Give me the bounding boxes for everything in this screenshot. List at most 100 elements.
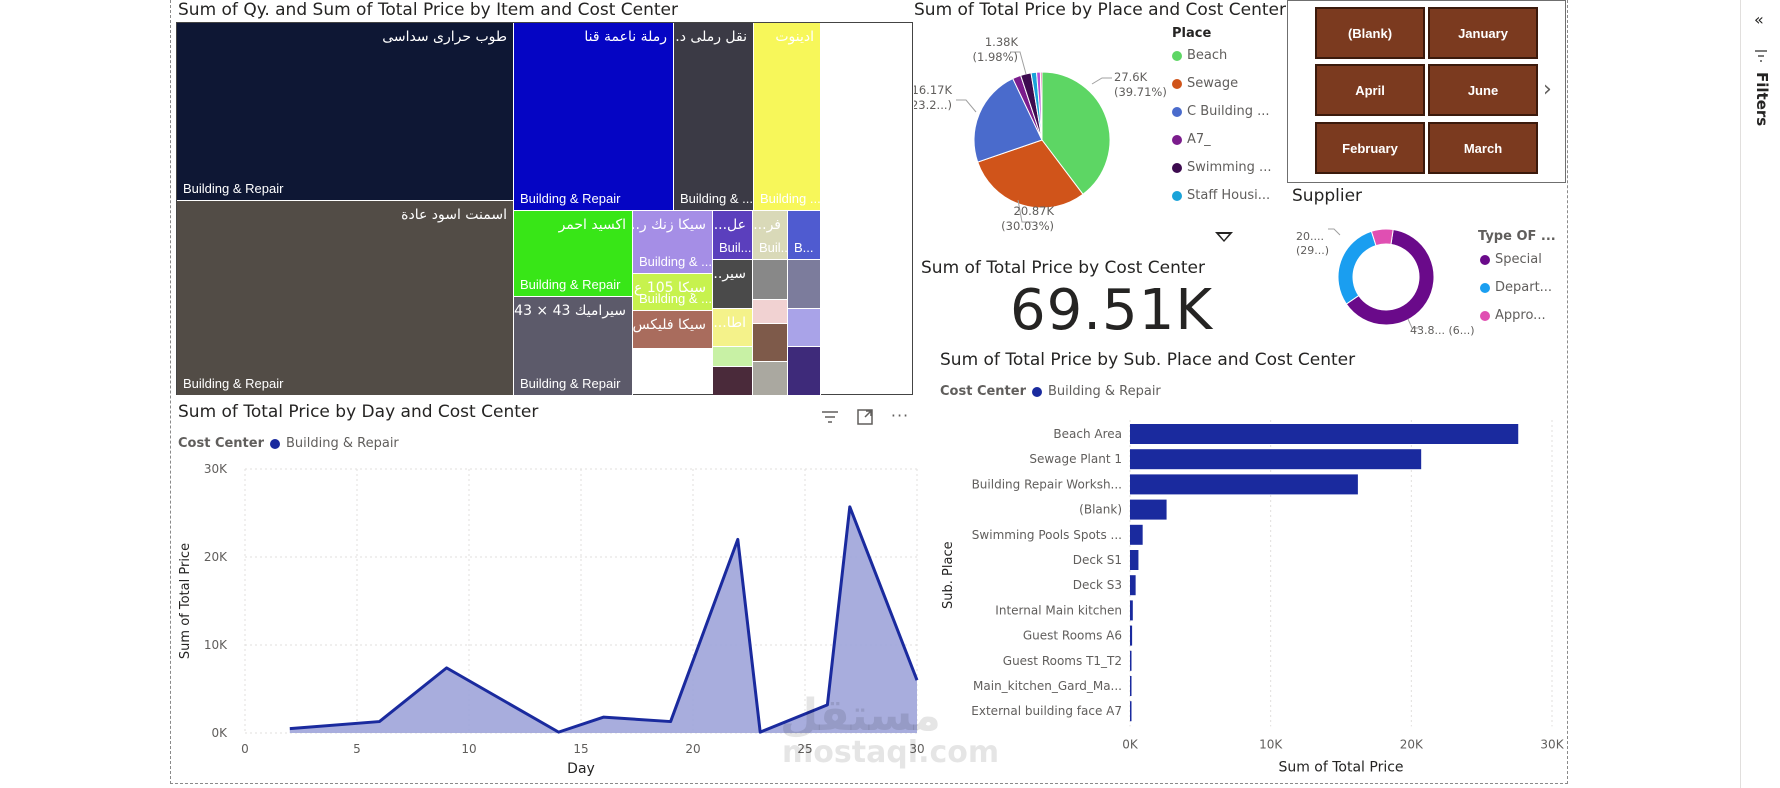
treemap-tile[interactable]: سيراميك 43 × 43 Building & Repair (514, 297, 633, 396)
legend-label: Appro... (1495, 308, 1546, 323)
treemap-tile-small[interactable] (788, 309, 821, 347)
treemap-tile[interactable]: اكسيد احمر Building & Repair (514, 211, 633, 297)
treemap-tile[interactable]: فر... Buil... (753, 211, 788, 260)
pie-legend-item[interactable]: C Building ... (1172, 104, 1269, 119)
line-legend-item: Building & Repair (286, 436, 399, 451)
pie-slice[interactable] (973, 77, 1043, 163)
category-label: Sewage Plant 1 (1029, 452, 1122, 466)
legend-label: Staff Housi... (1187, 188, 1271, 203)
donut-slice[interactable] (1337, 230, 1377, 305)
slicer-month-button[interactable]: June (1428, 64, 1538, 116)
bar[interactable] (1130, 600, 1133, 621)
collapse-filters-icon[interactable]: « (1754, 10, 1764, 29)
bar[interactable] (1130, 550, 1139, 570)
pie-slice[interactable] (1039, 71, 1043, 141)
treemap-tile[interactable]: اطا... (713, 309, 753, 347)
treemap-tile-label: سيكا فليكس (633, 317, 706, 333)
x-tick-label: 0 (241, 742, 249, 756)
treemap-tile[interactable]: نقل رملى د... Building & ... (674, 23, 754, 211)
treemap-tile[interactable]: سيكا فليكس (633, 311, 713, 349)
filter-funnel-icon (1755, 48, 1767, 67)
treemap-tile-small[interactable] (713, 347, 753, 367)
bar[interactable] (1130, 625, 1133, 646)
donut-slice[interactable] (1345, 228, 1435, 326)
treemap-tile[interactable]: ادينوت Building ... (754, 23, 821, 211)
pie-label-sewage: 20.87K (1014, 204, 1055, 218)
pie-legend-item[interactable]: A7_ (1172, 132, 1211, 147)
slicer-next-arrow-icon[interactable]: › (1543, 77, 1552, 102)
bar[interactable] (1130, 575, 1136, 596)
treemap-tile[interactable]: رملة ناعمة قنا Building & Repair (514, 23, 674, 211)
slicer-month-button[interactable]: February (1315, 122, 1425, 174)
watermark-logo: مستقل (780, 690, 941, 741)
slicer-month-button[interactable]: April (1315, 64, 1425, 116)
treemap-tile-small[interactable] (753, 300, 788, 324)
treemap-tile[interactable]: B... (788, 211, 821, 260)
focus-mode-icon[interactable] (854, 406, 876, 428)
donut-legend-item[interactable]: Special (1480, 252, 1542, 267)
slicer-month-button[interactable]: March (1428, 122, 1538, 174)
filter-icon[interactable] (819, 406, 841, 428)
treemap-tile-small[interactable] (753, 260, 788, 300)
category-label: (Blank) (1079, 503, 1122, 517)
series-line[interactable] (289, 505, 919, 734)
bar-chart[interactable]: 0K 10K 20K 30K Beach Area Sewage Plant 1 Build… (935, 410, 1565, 785)
bar[interactable] (1130, 650, 1132, 671)
donut-chart[interactable] (1290, 215, 1475, 345)
pie-slice[interactable] (977, 139, 1084, 209)
pie-legend-item[interactable]: Beach (1172, 48, 1227, 63)
treemap-tile[interactable]: عل... Buil... (713, 211, 753, 260)
treemap-tile-small[interactable] (753, 362, 788, 396)
x-tick-label: 30K (1540, 737, 1564, 751)
legend-dot (1172, 50, 1182, 61)
donut-legend-item[interactable]: Appro... (1480, 308, 1546, 323)
treemap-tile-category: B... (794, 240, 814, 255)
treemap-tile-small[interactable] (788, 260, 821, 309)
pie-legend-item[interactable]: Sewage (1172, 76, 1238, 91)
legend-label: Depart... (1495, 280, 1553, 295)
category-label: Beach Area (1053, 427, 1122, 441)
treemap-tile-label: سيراميك 43 × 43 (514, 303, 626, 319)
more-options-icon[interactable]: ··· (890, 405, 910, 425)
pie-legend-item[interactable]: Staff Housi... (1172, 188, 1270, 203)
filters-label[interactable]: Filters (1753, 72, 1771, 127)
donut-slice[interactable] (1370, 228, 1394, 247)
slicer-month-button[interactable]: January (1428, 7, 1538, 59)
legend-dot (1172, 162, 1182, 173)
treemap-tile-small[interactable] (788, 347, 821, 396)
filters-pane: « Filters (1740, 0, 1780, 788)
treemap-tile-small[interactable] (753, 324, 788, 362)
treemap-visual[interactable]: طوب حرارى سداسى Building & Repair رملة ناع… (176, 22, 913, 396)
pie-chart[interactable]: 27.6K(39.71%) 20.87K(30.03%) 16.17K(23.2..… (914, 22, 1174, 252)
pie-label-cbuild: 16.17K (914, 83, 952, 97)
slicer-month-button[interactable]: (Blank) (1315, 7, 1425, 59)
pie-legend-item[interactable]: Swimming ... (1172, 160, 1271, 175)
bar[interactable] (1130, 499, 1167, 520)
treemap-tile[interactable]: طوب حرارى سداسى Building & Repair (177, 23, 514, 201)
legend-dot (1480, 310, 1490, 321)
bar[interactable] (1130, 449, 1422, 470)
bar[interactable] (1130, 524, 1143, 545)
treemap-tile-category: Building & ... (680, 191, 753, 206)
treemap-tile[interactable]: اسمنت اسود عادة Building & Repair (177, 201, 514, 396)
treemap-tile-small[interactable] (713, 367, 753, 396)
treemap-tile[interactable]: سيكا زنك ر... Building & ... (633, 211, 713, 274)
bar[interactable] (1130, 424, 1519, 444)
pie-leader-line (956, 99, 977, 113)
donut-legend-item[interactable]: Depart... (1480, 280, 1552, 295)
treemap-tile-category: Buil... (719, 240, 752, 255)
treemap-tile-label: فر... (753, 217, 781, 233)
bar[interactable] (1130, 676, 1132, 696)
treemap-tile[interactable]: سيكا 105 ع Building & ... (633, 274, 713, 311)
pie-slice[interactable] (1041, 71, 1111, 195)
treemap-tile[interactable]: سير... (713, 260, 753, 309)
bar[interactable] (1130, 701, 1132, 722)
treemap-tile-category: Building & Repair (183, 181, 284, 196)
donut-leader-line (1328, 228, 1341, 236)
line-area-chart[interactable]: 0K 10K 20K 30K 0 5 10 15 20 25 30 Day Sum of Total P… (175, 455, 935, 785)
pie-label-sewage: (30.03%) (1001, 219, 1054, 233)
bar[interactable] (1130, 474, 1358, 495)
treemap-tile-label: اسمنت اسود عادة (401, 207, 507, 223)
month-slicer: (Blank) January April June February March › (1287, 0, 1566, 183)
y-tick-label: 20K (204, 550, 228, 564)
